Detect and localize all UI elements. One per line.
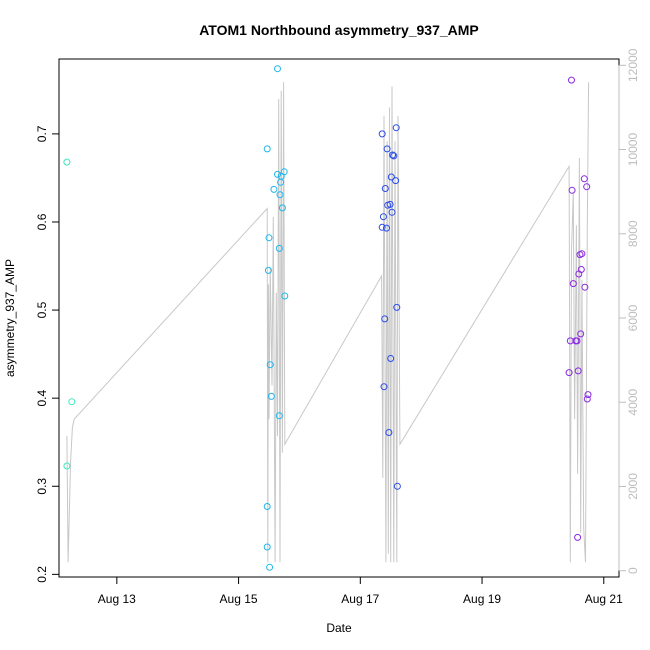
data-point (389, 151, 397, 159)
x-tick-label: Aug 15 (220, 592, 258, 606)
scatter-points (63, 65, 592, 571)
data-point (385, 429, 393, 436)
data-point (383, 224, 390, 232)
chart-title: ATOM1 Northbound asymmetry_937_AMP (199, 22, 479, 38)
plot-frame (58, 58, 620, 578)
data-point (380, 383, 388, 391)
data-point (583, 183, 591, 191)
y2-tick-label: 4000 (626, 389, 640, 416)
y-tick-label: 0.3 (35, 478, 49, 495)
data-point (577, 330, 585, 338)
x-axis-label: Date (326, 621, 352, 635)
data-point (584, 391, 592, 399)
x-tick-label: Aug 19 (463, 592, 501, 606)
y-tick-label: 0.6 (35, 213, 49, 230)
data-point (574, 533, 582, 541)
data-point (386, 200, 394, 208)
y-axis-right: 0 2000 4000 6000 8000 10000 12000 (618, 48, 640, 574)
data-point (388, 208, 396, 216)
data-point (393, 482, 401, 490)
data-point (383, 145, 391, 153)
x-tick-label: Aug 17 (341, 592, 379, 606)
y2-tick-label: 0 (626, 567, 640, 574)
y2-tick-label: 12000 (626, 48, 640, 82)
data-point (266, 563, 274, 571)
data-point (387, 355, 395, 362)
data-point (392, 124, 400, 132)
x-axis: Aug 13 Aug 15 Aug 17 Aug 19 Aug 21 (98, 576, 623, 606)
data-point (276, 191, 284, 199)
data-point (580, 175, 588, 183)
data-point (390, 152, 398, 160)
data-point (267, 392, 275, 400)
data-point (577, 266, 585, 273)
data-point (274, 65, 281, 73)
data-point (265, 234, 273, 242)
data-point (275, 412, 283, 420)
data-point (378, 223, 386, 231)
y-axis-left: 0.2 0.3 0.4 0.5 0.6 0.7 (35, 125, 60, 583)
data-point (573, 337, 581, 345)
data-point (68, 398, 76, 406)
data-point (274, 170, 281, 178)
y2-tick-label: 10000 (626, 133, 640, 167)
y-tick-label: 0.4 (35, 390, 49, 407)
y-tick-label: 0.7 (35, 125, 49, 142)
data-point (583, 395, 591, 403)
secondary-series (66, 82, 590, 563)
data-point (581, 283, 589, 291)
y-tick-label: 0.5 (35, 301, 49, 318)
data-point (378, 130, 386, 138)
data-point (263, 503, 271, 510)
data-point (381, 185, 389, 192)
data-point (63, 158, 71, 166)
data-point (263, 543, 271, 551)
y2-tick-label: 8000 (626, 220, 640, 247)
secondary-line (66, 82, 590, 563)
data-point (275, 244, 283, 252)
data-point (568, 76, 575, 84)
x-tick-label: Aug 21 (585, 592, 623, 606)
data-point (569, 280, 577, 288)
data-point (379, 213, 387, 221)
data-point (280, 168, 288, 176)
data-point (264, 266, 272, 274)
data-point (393, 303, 401, 311)
data-point (392, 177, 400, 185)
data-point (381, 315, 389, 323)
data-point (270, 185, 278, 193)
y2-tick-label: 6000 (626, 304, 640, 331)
data-point (263, 145, 271, 153)
data-point (578, 250, 586, 258)
y2-tick-label: 2000 (626, 473, 640, 500)
y-axis-label: asymmetry_937_AMP (3, 259, 17, 377)
x-tick-label: Aug 13 (98, 592, 136, 606)
y-tick-label: 0.2 (35, 566, 49, 583)
data-point (565, 369, 573, 377)
data-point (278, 204, 286, 212)
data-point (266, 361, 274, 369)
data-point (574, 367, 582, 375)
data-point (63, 462, 71, 470)
data-point (281, 292, 289, 300)
data-point (568, 186, 576, 194)
data-point (387, 173, 395, 181)
